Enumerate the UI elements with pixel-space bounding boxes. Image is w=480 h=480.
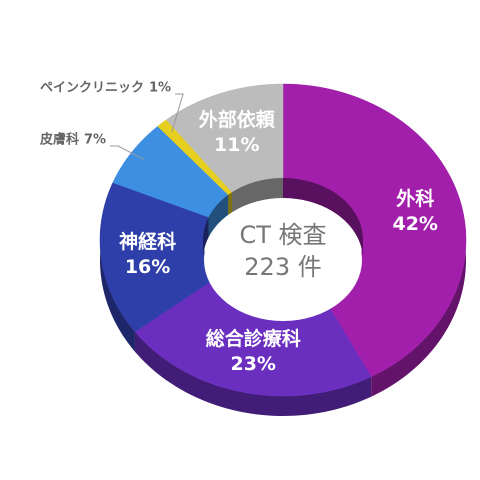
slice-category: 外科 bbox=[396, 187, 434, 210]
hole-top bbox=[204, 199, 362, 321]
leader-line bbox=[110, 145, 144, 160]
slice-category: 総合診療科 bbox=[206, 327, 301, 350]
outside-value-label: 7% bbox=[84, 133, 106, 148]
slice-category: 神経科 bbox=[119, 230, 176, 253]
slice-side bbox=[100, 182, 135, 352]
center-subtitle: 223 件 bbox=[244, 253, 321, 281]
leader-line bbox=[171, 93, 184, 133]
slice-inner-wall bbox=[203, 217, 209, 260]
slice-side bbox=[134, 331, 372, 416]
slice-category: 外部依頼 bbox=[199, 108, 276, 131]
slice-value-label: 42% bbox=[392, 213, 437, 235]
slice-inner-wall bbox=[208, 194, 229, 238]
slice-value-label: 23% bbox=[230, 353, 275, 375]
slice-inner-wall bbox=[232, 178, 283, 213]
outside-value-label: 1% bbox=[149, 81, 171, 96]
slice-value-label: 11% bbox=[214, 134, 259, 156]
outside-category: 皮膚科 bbox=[39, 132, 79, 148]
outside-category: ペインクリニック bbox=[40, 81, 144, 96]
slice-inner-wall bbox=[283, 178, 363, 260]
slice-value-label: 16% bbox=[125, 256, 170, 278]
center-title: CT 検査 bbox=[239, 221, 326, 249]
slice-inner-wall bbox=[228, 192, 233, 215]
